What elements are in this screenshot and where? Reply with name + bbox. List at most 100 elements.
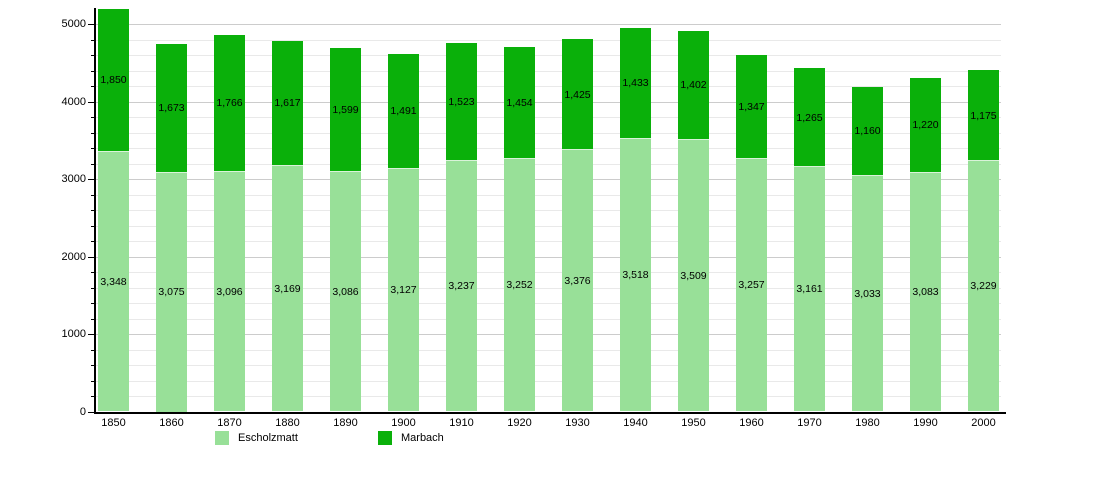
- value-label-marbach-1940: 1,433: [622, 77, 649, 90]
- bar-segment-marbach-1860: [156, 43, 187, 174]
- y-axis-minor-tick: [91, 117, 95, 118]
- bar-segment-escholzmatt-1870: [214, 171, 245, 412]
- y-axis-tick-label: 3000: [61, 173, 86, 185]
- bar-segment-marbach-1910: [446, 42, 477, 161]
- x-axis-tick-label-1960: 1960: [739, 416, 764, 429]
- x-axis-tick-label-1970: 1970: [797, 416, 822, 429]
- y-axis-major-tick: [88, 256, 95, 258]
- bar-segment-escholzmatt-1890: [330, 172, 361, 412]
- gridline-major: [95, 101, 1001, 103]
- y-axis-tick-label: 0: [79, 405, 86, 418]
- gridline-minor: [95, 272, 1001, 273]
- bar-segment-escholzmatt-1880: [272, 165, 303, 412]
- gridline-minor: [95, 117, 1001, 118]
- x-axis-tick-label-2000: 2000: [971, 416, 996, 429]
- legend-swatch-marbach: [378, 431, 392, 445]
- legend-item-marbach: Marbach: [378, 431, 444, 445]
- bar-segment-marbach-1990: [910, 78, 941, 173]
- value-label-marbach-1860: 1,673: [158, 102, 185, 115]
- x-axis-tick-label-1980: 1980: [855, 416, 880, 429]
- legend-item-escholzmatt: Escholzmatt: [215, 431, 298, 445]
- value-label-marbach-1900: 1,491: [390, 105, 417, 118]
- value-label-escholzmatt-1920: 3,252: [506, 279, 533, 292]
- value-label-escholzmatt-1940: 3,518: [622, 269, 649, 282]
- y-axis-major-tick: [88, 334, 95, 335]
- gridline-minor: [95, 39, 1001, 41]
- value-label-marbach-1870: 1,766: [216, 97, 243, 110]
- bar-segment-marbach-1930: [562, 39, 593, 150]
- value-label-escholzmatt-1880: 3,169: [274, 282, 301, 295]
- x-axis-tick-label-1910: 1910: [449, 416, 474, 429]
- x-axis-tick-label-1870: 1870: [217, 416, 242, 429]
- gridline-minor: [95, 349, 1001, 351]
- gridline-major: [95, 256, 1001, 258]
- gridline-minor: [95, 225, 1001, 227]
- bar-segment-marbach-1900: [388, 53, 419, 170]
- x-axis-tick-label-1950: 1950: [681, 416, 706, 429]
- value-label-marbach-1970: 1,265: [796, 111, 823, 124]
- gridline-minor: [95, 241, 1001, 242]
- bar-segment-escholzmatt-2000: [968, 161, 999, 412]
- bar-segment-marbach-1960: [736, 54, 767, 160]
- y-axis-minor-tick: [91, 210, 95, 211]
- bar-segment-escholzmatt-1920: [504, 159, 535, 412]
- y-axis-minor-tick: [91, 55, 95, 56]
- gridline-minor: [95, 303, 1001, 304]
- gridline-minor: [95, 86, 1001, 87]
- y-axis-minor-tick: [91, 380, 95, 382]
- bar-segment-escholzmatt-1910: [446, 160, 477, 412]
- x-axis-tick-label-1940: 1940: [623, 416, 648, 429]
- value-label-marbach-1960: 1,347: [738, 100, 765, 113]
- gridline-major: [95, 179, 1001, 180]
- y-axis-minor-tick: [91, 303, 95, 304]
- value-label-marbach-2000: 1,175: [970, 109, 997, 122]
- bar-segment-escholzmatt-1970: [794, 166, 825, 412]
- value-label-escholzmatt-1890: 3,086: [332, 285, 359, 298]
- gridline-minor: [95, 132, 1001, 134]
- y-axis-minor-tick: [91, 86, 95, 87]
- bar-segment-escholzmatt-1990: [910, 172, 941, 412]
- y-axis-minor-tick: [91, 318, 95, 320]
- y-axis-tick-label: 5000: [61, 18, 86, 30]
- y-axis-minor-tick: [91, 225, 95, 227]
- bar-segment-escholzmatt-1980: [852, 176, 883, 412]
- bar-segment-marbach-1850: [98, 8, 129, 153]
- legend-label-escholzmatt: Escholzmatt: [238, 432, 298, 444]
- y-axis-tick-label: 1000: [61, 328, 86, 340]
- y-axis-minor-tick: [91, 349, 95, 351]
- bar-segment-marbach-1920: [504, 46, 535, 160]
- gridline-minor: [95, 318, 1001, 320]
- value-label-marbach-1910: 1,523: [448, 95, 475, 108]
- y-axis-minor-tick: [91, 70, 95, 72]
- legend-swatch-escholzmatt: [215, 431, 229, 445]
- value-label-escholzmatt-1860: 3,075: [158, 286, 185, 299]
- y-axis-tick-label: 4000: [61, 95, 86, 108]
- legend-label-marbach: Marbach: [401, 432, 444, 444]
- value-label-marbach-1850: 1,850: [100, 74, 127, 87]
- y-axis-major-tick: [88, 411, 95, 413]
- gridline-minor: [95, 380, 1001, 382]
- gridline-minor: [95, 210, 1001, 211]
- y-axis-minor-tick: [91, 39, 95, 41]
- bar-segment-escholzmatt-1950: [678, 139, 709, 412]
- bar-segment-escholzmatt-1960: [736, 159, 767, 412]
- value-label-marbach-1890: 1,599: [332, 104, 359, 117]
- gridline-minor: [95, 148, 1001, 149]
- gridline-minor: [95, 70, 1001, 72]
- value-label-escholzmatt-2000: 3,229: [970, 280, 997, 293]
- x-axis-tick-label-1850: 1850: [101, 416, 126, 429]
- bar-segment-escholzmatt-1860: [156, 173, 187, 412]
- gridline-minor: [95, 55, 1001, 56]
- y-axis-minor-tick: [91, 241, 95, 242]
- value-label-escholzmatt-1950: 3,509: [680, 269, 707, 282]
- y-axis-minor-tick: [91, 287, 95, 289]
- gridline-minor: [95, 287, 1001, 289]
- x-axis-tick-label-1900: 1900: [391, 416, 416, 429]
- bar-segment-marbach-1950: [678, 30, 709, 140]
- bar-segment-marbach-1880: [272, 40, 303, 166]
- value-label-marbach-1880: 1,617: [274, 97, 301, 110]
- bar-segment-escholzmatt-1940: [620, 138, 651, 412]
- bar-segment-escholzmatt-1850: [98, 152, 129, 412]
